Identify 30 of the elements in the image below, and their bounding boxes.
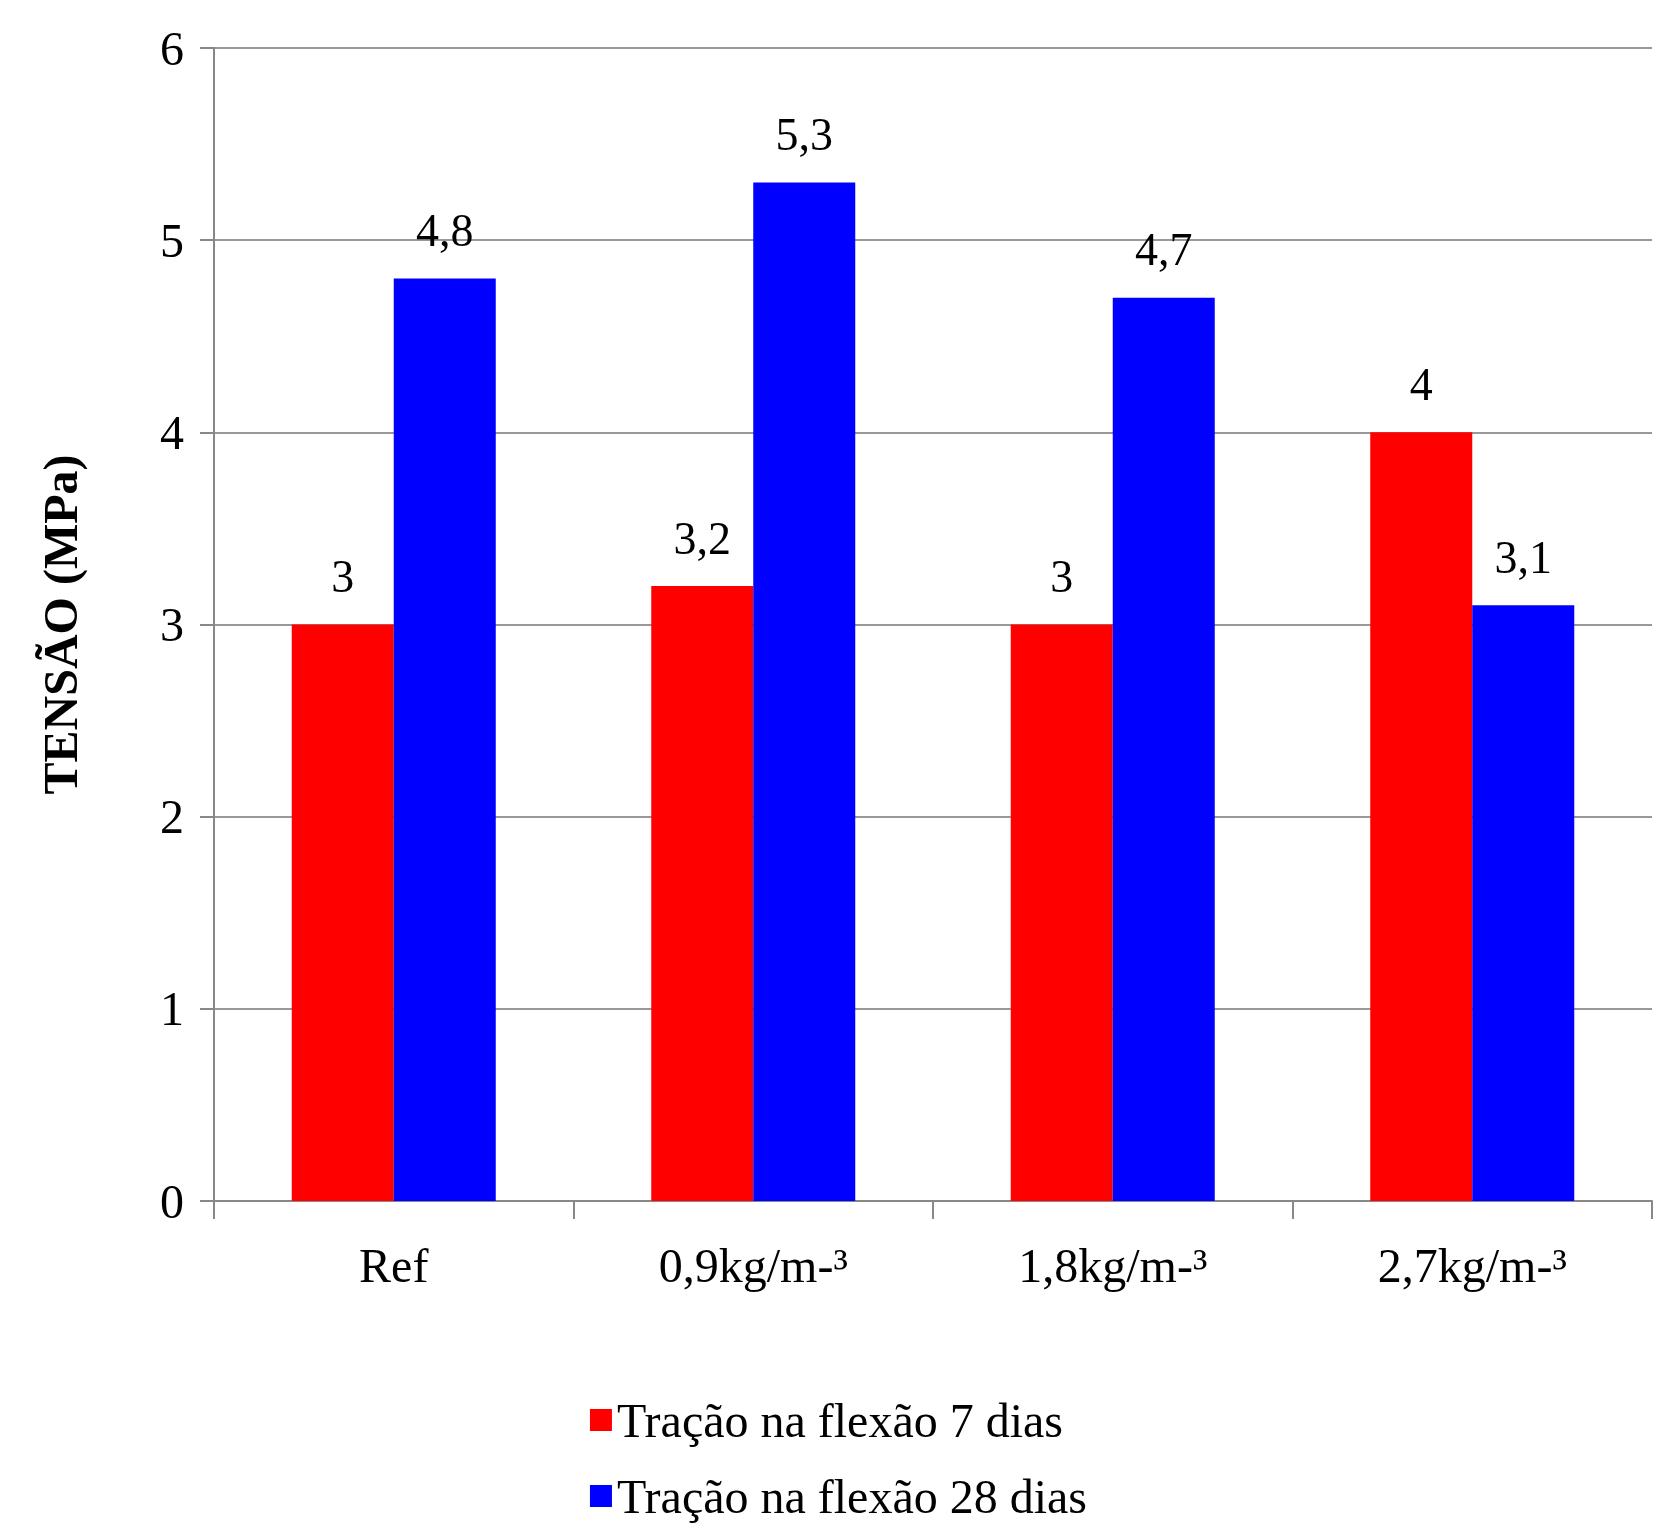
data-label: 4,7 (1135, 224, 1193, 276)
y-tick-label: 1 (160, 982, 184, 1036)
bar (1010, 624, 1113, 1201)
y-tick-label: 0 (160, 1174, 184, 1228)
y-tick-label: 5 (160, 213, 184, 267)
data-label: 3,1 (1494, 531, 1552, 583)
legend-label: Tração na flexão 28 dias (616, 1469, 1088, 1523)
data-label: 3 (1050, 551, 1074, 602)
y-tick-label: 2 (160, 790, 184, 844)
bar (1472, 605, 1575, 1201)
x-tick-label: 1,8kg/m-³ (1018, 1238, 1208, 1292)
x-tick-label: 0,9kg/m-³ (658, 1238, 848, 1292)
data-label: 5,3 (775, 109, 833, 161)
bar (291, 624, 394, 1201)
y-tick-label: 4 (160, 405, 184, 459)
x-tick-label: 2,7kg/m-³ (1377, 1238, 1567, 1292)
y-tick-label: 3 (160, 598, 184, 651)
bar (651, 586, 754, 1201)
y-axis-title: TENSÃO (MPa) (33, 454, 88, 795)
data-label: 4,8 (416, 205, 474, 257)
bar (753, 182, 856, 1201)
data-label: 3 (331, 551, 355, 602)
bar (393, 278, 496, 1201)
legend-label: Tração na flexão 7 dias (616, 1393, 1064, 1447)
x-tick-label: Ref (359, 1238, 429, 1292)
data-label: 4 (1409, 358, 1433, 410)
y-tick-label: 6 (160, 21, 184, 75)
bar (1112, 297, 1215, 1201)
data-label: 3,2 (673, 512, 731, 564)
bar (1370, 432, 1473, 1201)
